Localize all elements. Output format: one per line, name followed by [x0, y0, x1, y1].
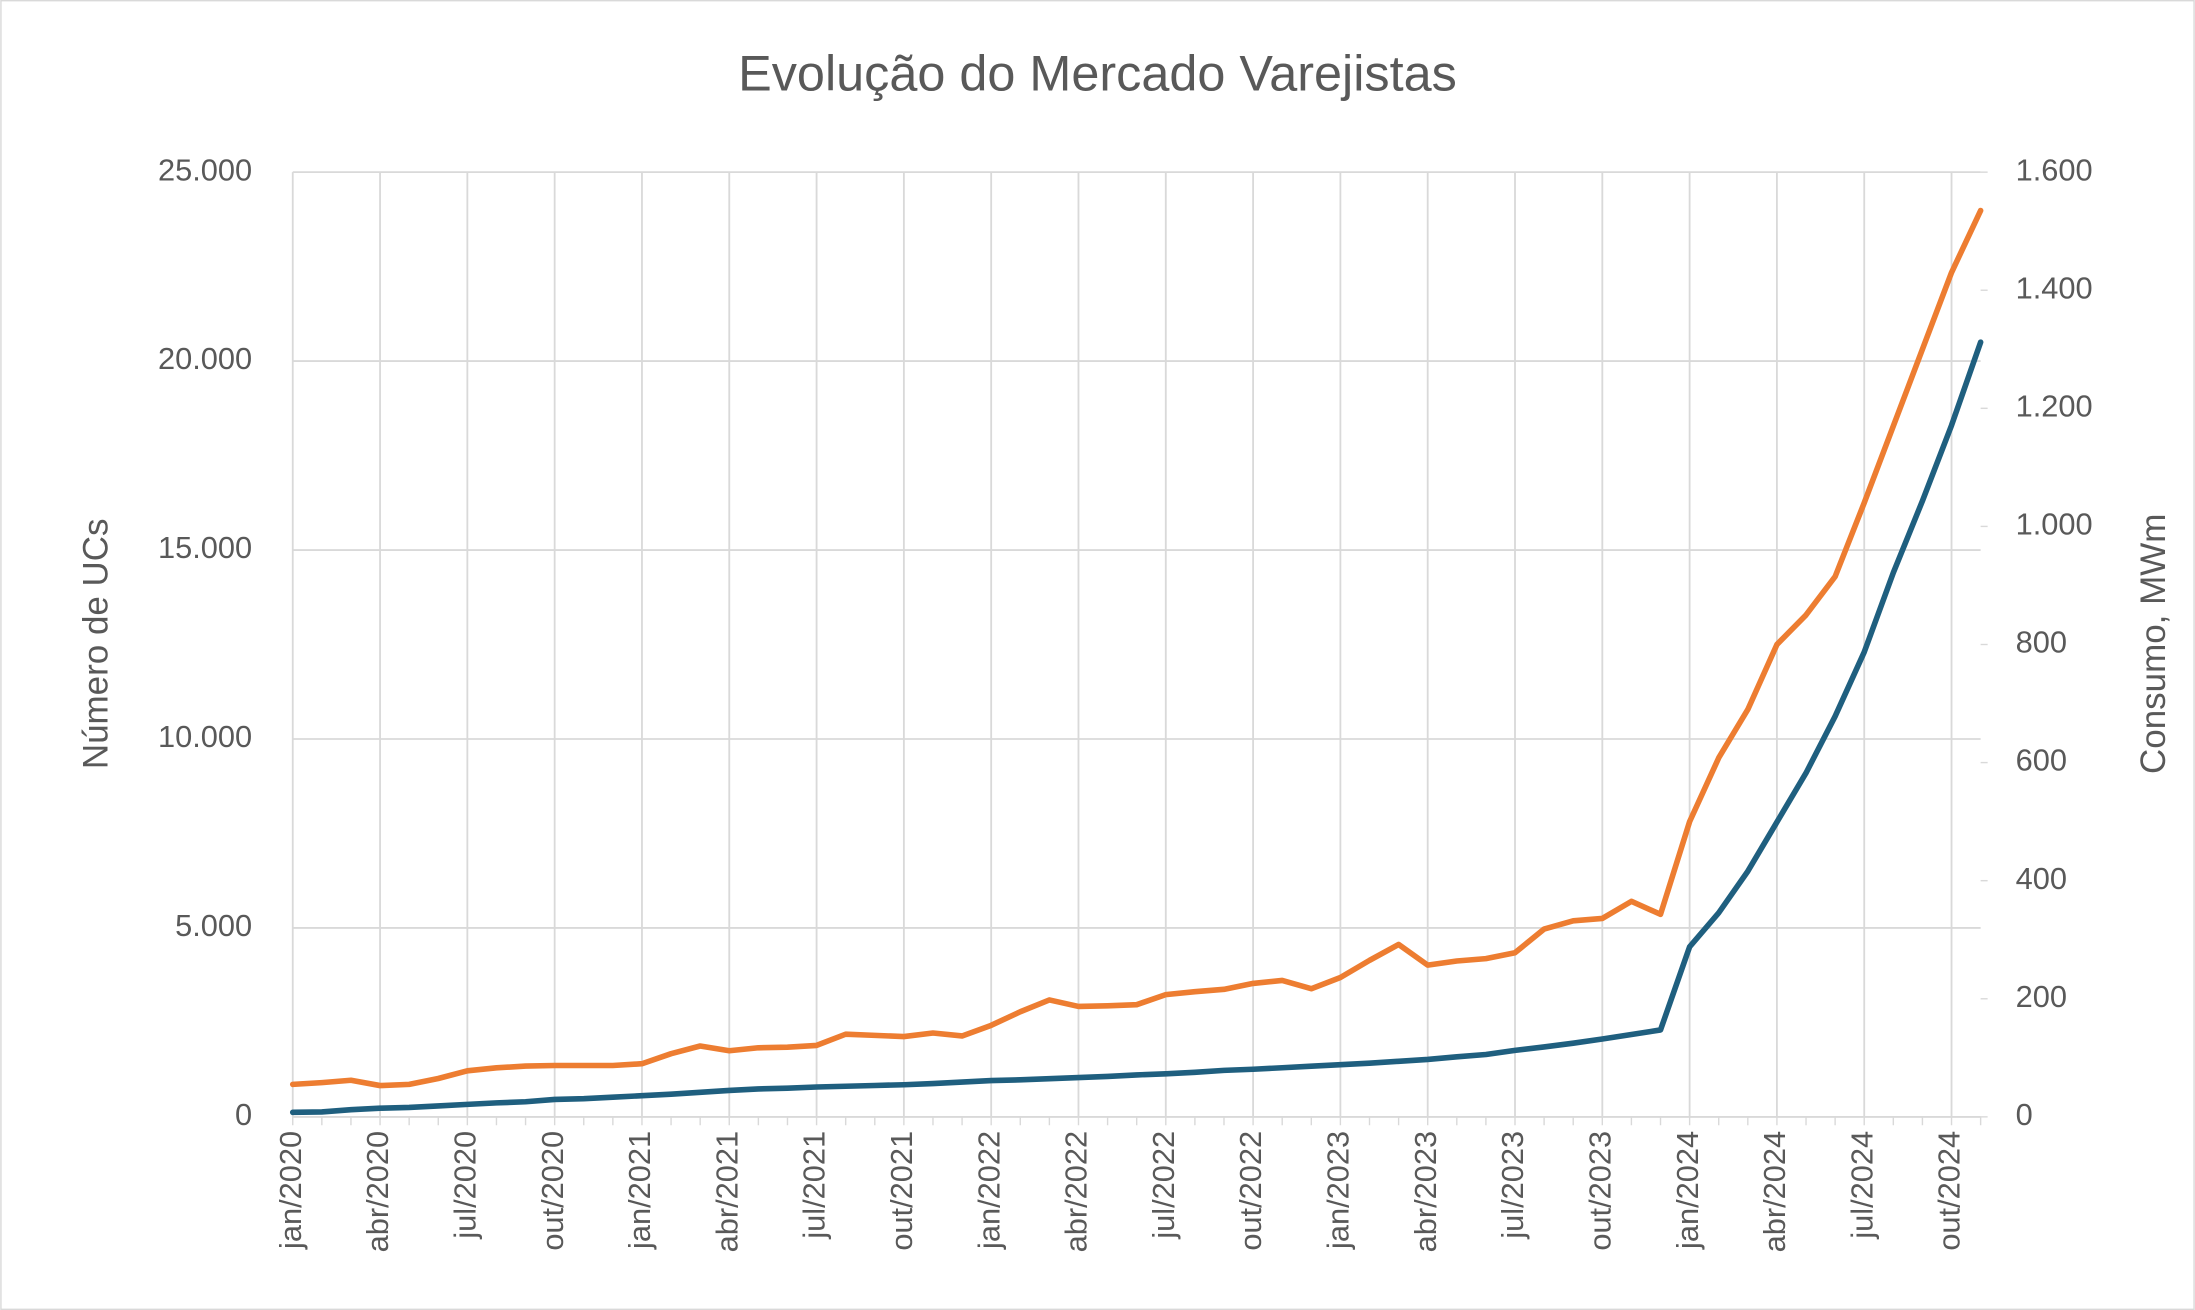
y-tick-label: 25.000 [158, 152, 252, 187]
x-tick-label: jul/2022 [1146, 1131, 1181, 1240]
x-tick-label: out/2021 [884, 1131, 919, 1251]
y2-tick-label: 1.000 [2016, 507, 2093, 542]
y2-tick-label: 200 [2016, 979, 2067, 1014]
y2-tick-label: 600 [2016, 743, 2067, 778]
x-tick-label: abr/2024 [1757, 1131, 1792, 1253]
x-tick-label: jul/2024 [1844, 1131, 1879, 1240]
x-tick-label: jan/2022 [971, 1131, 1006, 1250]
y-tick-label: 5.000 [175, 908, 252, 943]
x-tick-label: abr/2022 [1059, 1131, 1094, 1253]
x-tick-label: jan/2024 [1670, 1131, 1705, 1250]
y2-tick-label: 800 [2016, 625, 2067, 660]
x-tick-label: out/2020 [535, 1131, 570, 1251]
y-tick-label: 0 [235, 1097, 252, 1132]
x-tick-label: out/2022 [1233, 1131, 1268, 1251]
x-tick-label: jan/2023 [1321, 1131, 1356, 1250]
x-tick-label: jan/2021 [622, 1131, 657, 1250]
y2-tick-label: 0 [2016, 1097, 2033, 1132]
y2-tick-label: 400 [2016, 861, 2067, 896]
series-line [289, 207, 1984, 1089]
y2-tick-label: 1.200 [2016, 388, 2093, 423]
chart-title: Evolução do Mercado Varejistas [738, 44, 1457, 101]
x-tick-label: abr/2021 [709, 1131, 744, 1253]
x-tick-label: out/2023 [1582, 1131, 1617, 1251]
x-tick-label: jul/2020 [447, 1131, 482, 1240]
y-tick-label: 15.000 [158, 530, 252, 565]
x-tick-label: out/2024 [1932, 1131, 1967, 1251]
y2-tick-label: 1.400 [2016, 270, 2093, 305]
series-line [289, 339, 1984, 1116]
x-tick-label: jul/2021 [797, 1131, 832, 1240]
y-tick-label: 10.000 [158, 719, 252, 754]
y-tick-label: 20.000 [158, 341, 252, 376]
y2-axis-title: Consumo, MWm [2134, 514, 2173, 774]
x-tick-label: abr/2020 [360, 1131, 395, 1253]
x-tick-label: jan/2020 [273, 1131, 308, 1250]
y2-tick-label: 1.600 [2016, 152, 2093, 187]
y-axis-title: Número de UCs [76, 518, 115, 769]
x-tick-label: jul/2023 [1495, 1131, 1530, 1240]
x-tick-label: abr/2023 [1408, 1131, 1443, 1253]
